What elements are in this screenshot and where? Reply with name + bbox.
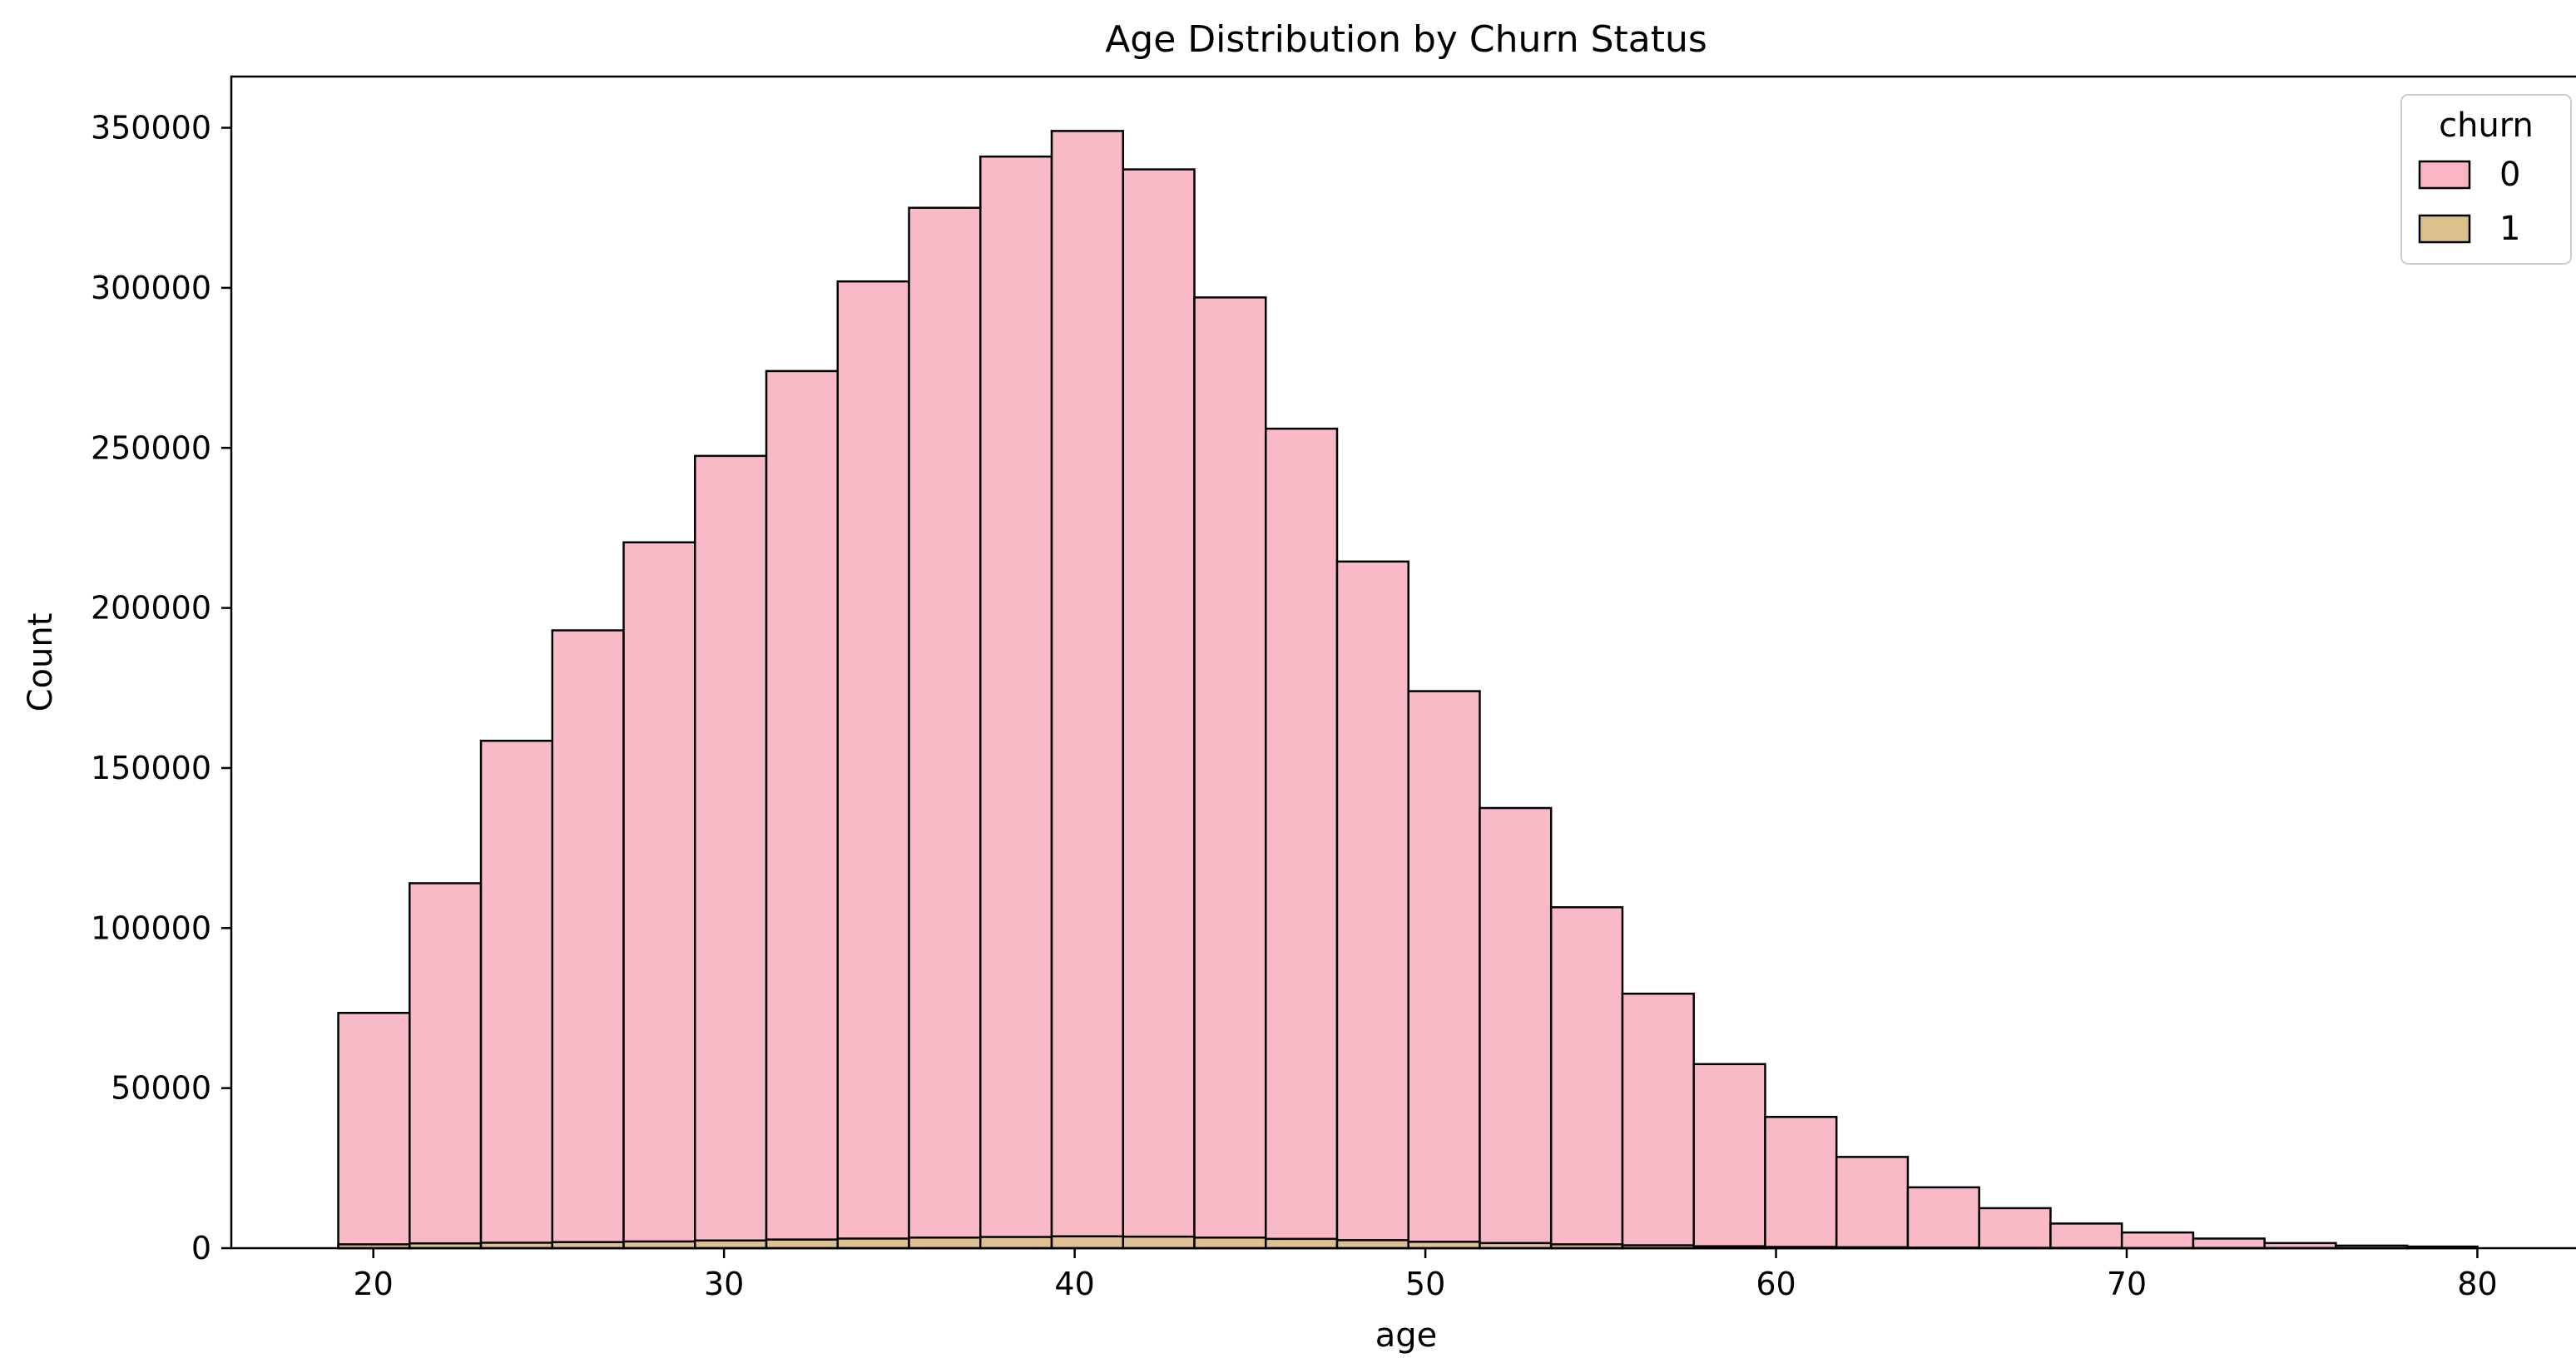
bar-churn-0 (1764, 1116, 1838, 1250)
bars-group (337, 130, 2479, 1250)
bar-churn-0 (1479, 806, 1553, 1250)
y-tick-label: 300000 (91, 270, 211, 306)
legend-swatch-churn-1 (2418, 214, 2471, 244)
bar-churn-0 (2192, 1237, 2266, 1250)
chart-title: Age Distribution by Churn Status (1105, 18, 1707, 61)
y-tick-label: 50000 (111, 1070, 211, 1107)
bar-churn-0 (908, 206, 982, 1250)
legend-title: churn (2439, 107, 2534, 145)
y-tick-label: 350000 (91, 110, 211, 146)
bar-churn-0 (1692, 1063, 1766, 1250)
bar-churn-1 (694, 1239, 768, 1250)
bar-churn-0 (1835, 1156, 1910, 1250)
legend: churn 0 1 (2400, 94, 2572, 265)
legend-swatch-churn-0 (2418, 160, 2471, 190)
bar-churn-0 (622, 541, 696, 1250)
bar-churn-0 (479, 740, 554, 1250)
bar-churn-0 (1335, 560, 1409, 1250)
x-tick-label: 20 (354, 1266, 394, 1302)
bar-churn-1 (979, 1236, 1053, 1250)
legend-label-churn-1: 1 (2499, 210, 2520, 248)
bar-churn-0 (337, 1012, 411, 1250)
bar-churn-1 (1122, 1235, 1196, 1250)
x-tick-label: 30 (704, 1266, 744, 1302)
plot-frame (230, 75, 2576, 1250)
bar-churn-0 (1906, 1186, 1980, 1250)
bar-churn-0 (409, 882, 483, 1250)
x-axis-ticks: 20 30 40 50 60 70 80 (354, 1248, 2498, 1302)
bar-churn-0 (1978, 1207, 2052, 1250)
x-tick-label: 40 (1054, 1266, 1094, 1302)
x-axis-label: age (1375, 1316, 1438, 1355)
bar-churn-0 (2049, 1222, 2123, 1250)
bar-churn-1 (1050, 1235, 1124, 1250)
bar-churn-0 (979, 155, 1053, 1250)
bar-churn-0 (1122, 168, 1196, 1250)
bar-churn-1 (836, 1237, 910, 1250)
bar-churn-0 (1050, 130, 1124, 1250)
bar-churn-0 (765, 369, 840, 1250)
bar-churn-0 (1407, 690, 1481, 1250)
bar-churn-0 (694, 454, 768, 1250)
y-axis-label: Count (22, 613, 60, 712)
bar-churn-0 (1193, 296, 1267, 1250)
y-axis-ticks: 0 50000 100000 150000 200000 250000 300000 3500… (91, 110, 231, 1266)
x-tick-label: 60 (1756, 1266, 1796, 1302)
x-tick-label: 80 (2457, 1266, 2497, 1302)
bar-churn-0 (1264, 427, 1339, 1250)
y-tick-label: 100000 (91, 909, 211, 946)
y-tick-label: 0 (191, 1230, 211, 1266)
x-tick-label: 70 (2107, 1266, 2147, 1302)
bar-churn-1 (1335, 1239, 1409, 1250)
x-tick-label: 50 (1405, 1266, 1445, 1302)
bar-churn-0 (2120, 1231, 2195, 1250)
bar-churn-1 (765, 1238, 840, 1250)
legend-label-churn-0: 0 (2499, 156, 2520, 194)
y-tick-label: 150000 (91, 750, 211, 786)
bar-churn-1 (1264, 1237, 1339, 1250)
bar-churn-1 (908, 1237, 982, 1250)
bar-churn-0 (836, 280, 910, 1250)
bar-churn-0 (551, 629, 625, 1250)
bar-churn-0 (1621, 992, 1695, 1250)
y-tick-label: 200000 (91, 590, 211, 627)
bar-churn-0 (1549, 906, 1624, 1250)
bar-churn-1 (1193, 1237, 1267, 1250)
y-tick-label: 250000 (91, 429, 211, 466)
